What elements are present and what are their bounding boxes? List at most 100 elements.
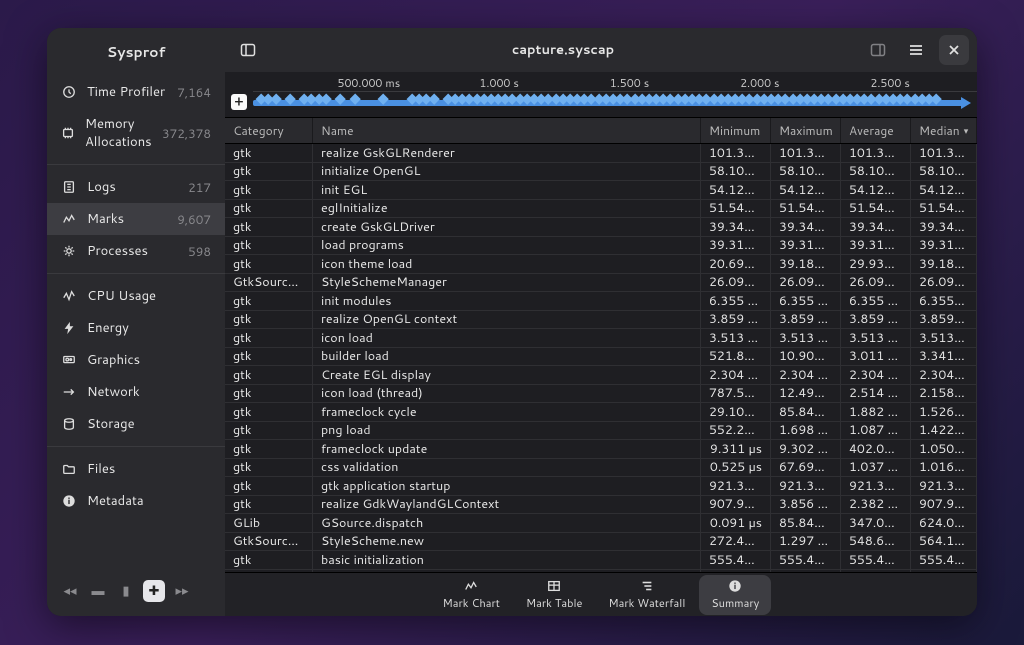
table-row[interactable]: gtkframeclock cycle29.107 µs85.841 ms1.8… xyxy=(225,403,977,422)
column-header-minimum[interactable]: Minimum xyxy=(701,118,771,143)
timeline-end-arrow xyxy=(961,97,971,109)
cell-category: gtk xyxy=(225,384,313,402)
cell-value: 3.859 ms xyxy=(841,310,911,328)
table-row[interactable]: gtkicon theme load20.697 ms39.180 ms29.9… xyxy=(225,255,977,274)
timeline-tick: 1.500 s xyxy=(610,75,649,91)
table-row[interactable]: gtkrealize GskGLRenderer101.383 ms101.38… xyxy=(225,144,977,163)
column-header-median[interactable]: Median xyxy=(911,118,977,143)
sidebar-item-cpu-usage[interactable]: CPU Usage xyxy=(47,280,225,312)
cell-value: 26.097 ms xyxy=(911,273,977,291)
tab-label: Summary xyxy=(711,595,759,611)
cell-value: 1.882 ms xyxy=(841,403,911,421)
forward-button[interactable]: ▸▸ xyxy=(171,580,193,602)
sidebar-item-marks[interactable]: Marks9,607 xyxy=(47,203,225,235)
sidebar-item-logs[interactable]: Logs217 xyxy=(47,171,225,203)
sidebar-item-storage[interactable]: Storage xyxy=(47,408,225,440)
table-row[interactable]: gtkframeclock update9.311 µs9.302 ms402.… xyxy=(225,440,977,459)
sidebar-item-label: Time Profiler xyxy=(87,83,165,101)
sidebar-item-label: Storage xyxy=(87,415,135,433)
sidebar-item-label: Files xyxy=(87,460,115,478)
cell-value: 9.302 ms xyxy=(771,440,841,458)
tab-mark-table[interactable]: Mark Table xyxy=(514,575,594,615)
table-row[interactable]: gtkrealize GdkWaylandGLContext907.918 µs… xyxy=(225,496,977,515)
menu-button[interactable] xyxy=(901,35,931,65)
table-row[interactable]: gtkicon load3.513 ms3.513 ms3.513 ms3.51… xyxy=(225,329,977,348)
tab-mark-chart[interactable]: Mark Chart xyxy=(431,575,512,615)
table-row[interactable]: gtkicon load (thread)787.571 µs12.493 ms… xyxy=(225,385,977,404)
sidebar-item-network[interactable]: Network xyxy=(47,376,225,408)
cell-value: 1.422 ms xyxy=(911,421,977,439)
sidebar-item-label: Memory Allocations xyxy=(85,115,152,151)
table-row[interactable]: gtkcss validation0.525 µs67.690 ms1.037 … xyxy=(225,459,977,478)
cell-value: 58.108 ms xyxy=(911,162,977,180)
cell-value: 1.087 ms xyxy=(841,421,911,439)
cell-name: StyleScheme.new xyxy=(313,532,701,550)
cell-value: 521.878 µs xyxy=(701,347,771,365)
table-row[interactable]: gtkinit EGL54.124 ms54.124 ms54.124 ms54… xyxy=(225,181,977,200)
sidebar-toggle-button[interactable] xyxy=(233,35,263,65)
tab-label: Mark Chart xyxy=(443,595,500,611)
chart-icon xyxy=(464,579,478,593)
clock-icon xyxy=(61,84,77,100)
sidebar-item-memory-allocations[interactable]: Memory Allocations372,378 xyxy=(47,108,225,158)
cell-value: 54.124 ms xyxy=(701,181,771,199)
sidebar-item-files[interactable]: Files xyxy=(47,453,225,485)
column-header-name[interactable]: Name xyxy=(313,118,701,143)
play-button[interactable]: ▮ xyxy=(115,580,137,602)
cell-value: 6.355 ms xyxy=(771,292,841,310)
net-icon xyxy=(61,384,77,400)
panel-toggle-button[interactable] xyxy=(863,35,893,65)
cell-value: 3.859 ms xyxy=(911,310,977,328)
table-row[interactable]: gtkrealize OpenGL context3.859 ms3.859 m… xyxy=(225,311,977,330)
cell-value: 39.348 ms xyxy=(701,218,771,236)
timeline-zoom-add-button[interactable]: + xyxy=(231,94,247,110)
sidebar-item-label: Marks xyxy=(87,210,124,228)
cell-value: 3.011 ms xyxy=(841,347,911,365)
timeline[interactable]: 500.000 ms1.000 s1.500 s2.000 s2.500 s + xyxy=(225,72,977,118)
table-row[interactable]: gtkbasic initialization555.424 µs555.424… xyxy=(225,551,977,570)
sidebar-item-time-profiler[interactable]: Time Profiler 7,164 xyxy=(47,76,225,108)
sidebar-item-processes[interactable]: Processes598 xyxy=(47,235,225,267)
cell-value: 555.424 µs xyxy=(911,551,977,569)
cell-value: 3.341 ms xyxy=(911,347,977,365)
sidebar-item-count: 7,164 xyxy=(177,84,211,101)
table-row[interactable]: gtkinitialize OpenGL58.108 ms58.108 ms58… xyxy=(225,163,977,182)
cell-name: init modules xyxy=(313,292,701,310)
cell-value: 101.383 ms xyxy=(841,144,911,162)
table-row[interactable]: GtkSourceViewStyleSchemeManager26.097 ms… xyxy=(225,274,977,293)
column-header-category[interactable]: Category xyxy=(225,118,313,143)
table-row[interactable]: GLibGSource.dispatch0.091 µs85.842 ms347… xyxy=(225,514,977,533)
sidebar-item-graphics[interactable]: Graphics xyxy=(47,344,225,376)
column-header-maximum[interactable]: Maximum xyxy=(771,118,841,143)
sidebar-item-energy[interactable]: Energy xyxy=(47,312,225,344)
cell-value: 51.542 ms xyxy=(911,199,977,217)
tab-label: Mark Waterfall xyxy=(608,595,685,611)
plus-button[interactable]: ✚ xyxy=(143,580,165,602)
timeline-track xyxy=(253,97,971,109)
table-row[interactable]: gtkload programs39.310 ms39.310 ms39.310… xyxy=(225,237,977,256)
table-row[interactable]: gtkpng load552.210 µs1.698 ms1.087 ms1.4… xyxy=(225,422,977,441)
column-header-average[interactable]: Average xyxy=(841,118,911,143)
cell-value: 548.659 µs xyxy=(841,532,911,550)
storage-icon xyxy=(61,416,77,432)
header-bar: capture.syscap xyxy=(225,28,977,72)
tab-summary[interactable]: Summary xyxy=(699,575,771,615)
table-row[interactable]: gtkcreate GskGLDriver39.348 ms39.348 ms3… xyxy=(225,218,977,237)
table-row[interactable]: gtkgtk application startup921.358 µs921.… xyxy=(225,477,977,496)
minus-button[interactable]: ▬ xyxy=(87,580,109,602)
table-row[interactable]: gtkbuilder load521.878 µs10.909 ms3.011 … xyxy=(225,348,977,367)
table-row[interactable]: gtkCreate EGL display2.304 ms2.304 ms2.3… xyxy=(225,366,977,385)
rewind-button[interactable]: ◂◂ xyxy=(59,580,81,602)
sidebar-item-metadata[interactable]: Metadata xyxy=(47,485,225,517)
cell-category: gtk xyxy=(225,144,313,162)
cell-category: gtk xyxy=(225,477,313,495)
close-button[interactable] xyxy=(939,35,969,65)
cell-value: 54.124 ms xyxy=(841,181,911,199)
tab-mark-waterfall[interactable]: Mark Waterfall xyxy=(596,575,697,615)
table-row[interactable]: GtkSourceViewStyleScheme.new272.431 µs1.… xyxy=(225,533,977,552)
table-row[interactable]: gtkinit modules6.355 ms6.355 ms6.355 ms6… xyxy=(225,292,977,311)
timeline-tick: 1.000 s xyxy=(479,75,518,91)
app-window: Sysprof Time Profiler7,164Memory Allocat… xyxy=(47,28,977,616)
cell-value: 26.097 ms xyxy=(771,273,841,291)
table-row[interactable]: gtkeglInitialize51.542 ms51.542 ms51.542… xyxy=(225,200,977,219)
